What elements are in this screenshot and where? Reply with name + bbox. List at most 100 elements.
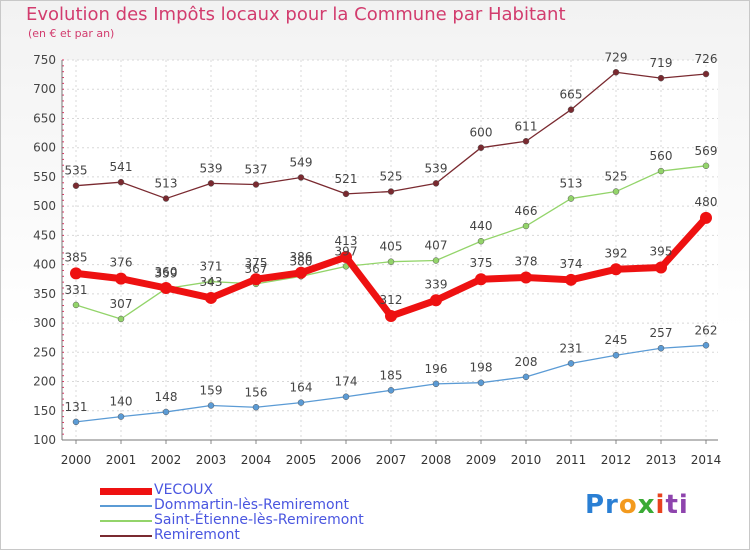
data-label-vecoux: 360 bbox=[155, 265, 178, 279]
point-vecoux bbox=[160, 282, 172, 294]
point-dommartin-l-s-remiremont bbox=[522, 373, 530, 381]
data-label-dommartin-l-s-remiremont: 185 bbox=[380, 368, 403, 382]
point-remiremont bbox=[207, 180, 215, 187]
legend-label: Remiremont bbox=[154, 527, 240, 543]
y-tick-label: 350 bbox=[33, 287, 56, 301]
point-dommartin-l-s-remiremont bbox=[567, 360, 575, 367]
data-label-saint-tienne-l-s-remiremont: 513 bbox=[560, 177, 583, 191]
data-label-remiremont: 513 bbox=[155, 177, 178, 191]
x-tick-label: 2005 bbox=[286, 453, 317, 467]
data-label-vecoux: 312 bbox=[380, 293, 403, 307]
data-label-remiremont: 521 bbox=[335, 172, 358, 186]
data-label-vecoux: 386 bbox=[290, 250, 313, 264]
y-tick-label: 500 bbox=[33, 199, 56, 213]
legend-swatch bbox=[100, 487, 152, 495]
point-vecoux bbox=[250, 273, 262, 286]
point-remiremont bbox=[477, 144, 485, 151]
x-tick-label: 2009 bbox=[466, 453, 497, 467]
x-tick-label: 2007 bbox=[376, 453, 407, 467]
point-vecoux bbox=[565, 273, 577, 286]
data-label-saint-tienne-l-s-remiremont: 371 bbox=[200, 260, 223, 274]
data-label-vecoux: 376 bbox=[110, 256, 133, 270]
data-label-saint-tienne-l-s-remiremont: 367 bbox=[245, 262, 268, 276]
y-tick-label: 600 bbox=[33, 141, 56, 155]
data-label-dommartin-l-s-remiremont: 231 bbox=[560, 341, 583, 355]
data-label-vecoux: 378 bbox=[515, 254, 538, 268]
data-label-saint-tienne-l-s-remiremont: 569 bbox=[695, 144, 718, 158]
data-label-saint-tienne-l-s-remiremont: 380 bbox=[290, 254, 313, 268]
point-saint-tienne-l-s-remiremont bbox=[567, 195, 575, 202]
point-vecoux bbox=[340, 251, 352, 264]
x-tick-label: 2013 bbox=[646, 453, 677, 467]
legend-label: Dommartin-lès-Remiremont bbox=[154, 497, 349, 513]
point-saint-tienne-l-s-remiremont bbox=[477, 237, 485, 245]
plot-area bbox=[62, 60, 718, 440]
x-tick-label: 2004 bbox=[241, 453, 272, 467]
point-vecoux bbox=[115, 272, 127, 285]
data-label-remiremont: 726 bbox=[695, 52, 718, 66]
logo-letter: i bbox=[655, 490, 666, 520]
point-dommartin-l-s-remiremont bbox=[612, 351, 620, 359]
point-saint-tienne-l-s-remiremont bbox=[207, 278, 215, 285]
data-label-dommartin-l-s-remiremont: 140 bbox=[110, 395, 133, 409]
data-label-dommartin-l-s-remiremont: 262 bbox=[695, 323, 718, 337]
data-label-dommartin-l-s-remiremont: 198 bbox=[470, 361, 493, 375]
x-tick-label: 2010 bbox=[511, 453, 542, 467]
y-tick-label: 650 bbox=[33, 111, 56, 125]
logo-letter: ti bbox=[665, 490, 689, 520]
point-saint-tienne-l-s-remiremont bbox=[387, 258, 395, 265]
y-tick-label: 550 bbox=[33, 170, 56, 184]
data-label-dommartin-l-s-remiremont: 148 bbox=[155, 390, 178, 404]
x-tick-label: 2002 bbox=[151, 453, 182, 467]
data-label-saint-tienne-l-s-remiremont: 466 bbox=[515, 204, 538, 218]
data-label-dommartin-l-s-remiremont: 196 bbox=[425, 362, 448, 376]
point-saint-tienne-l-s-remiremont bbox=[522, 222, 530, 230]
data-label-dommartin-l-s-remiremont: 174 bbox=[335, 375, 358, 389]
point-dommartin-l-s-remiremont bbox=[72, 418, 80, 426]
data-label-saint-tienne-l-s-remiremont: 525 bbox=[605, 170, 628, 184]
x-tick-label: 2006 bbox=[331, 453, 362, 467]
point-saint-tienne-l-s-remiremont bbox=[432, 257, 440, 264]
logo-letter: Pr bbox=[585, 490, 619, 520]
data-label-vecoux: 375 bbox=[470, 256, 493, 270]
data-label-dommartin-l-s-remiremont: 164 bbox=[290, 381, 313, 395]
data-label-remiremont: 729 bbox=[605, 50, 628, 64]
point-vecoux bbox=[475, 273, 487, 286]
point-saint-tienne-l-s-remiremont bbox=[72, 301, 80, 309]
legend-swatch bbox=[100, 520, 152, 522]
data-label-saint-tienne-l-s-remiremont: 307 bbox=[110, 297, 133, 311]
y-tick-label: 750 bbox=[33, 53, 56, 67]
data-label-dommartin-l-s-remiremont: 131 bbox=[65, 400, 88, 414]
data-label-remiremont: 665 bbox=[560, 88, 583, 102]
legend-label: VECOUX bbox=[154, 482, 214, 498]
point-vecoux bbox=[295, 266, 307, 279]
data-label-saint-tienne-l-s-remiremont: 331 bbox=[65, 283, 88, 297]
legend-swatch bbox=[100, 505, 152, 507]
y-tick-label: 300 bbox=[33, 316, 56, 330]
data-label-saint-tienne-l-s-remiremont: 560 bbox=[650, 149, 673, 163]
point-dommartin-l-s-remiremont bbox=[387, 387, 395, 394]
data-label-vecoux: 385 bbox=[65, 250, 88, 264]
point-remiremont bbox=[567, 106, 575, 113]
data-label-dommartin-l-s-remiremont: 156 bbox=[245, 385, 268, 399]
x-tick-label: 2000 bbox=[61, 453, 92, 467]
point-vecoux bbox=[385, 310, 397, 323]
data-label-dommartin-l-s-remiremont: 208 bbox=[515, 355, 538, 369]
data-label-vecoux: 374 bbox=[560, 257, 583, 271]
data-label-vecoux: 375 bbox=[245, 256, 268, 270]
point-vecoux bbox=[610, 263, 622, 276]
point-dommartin-l-s-remiremont bbox=[117, 413, 125, 420]
data-label-remiremont: 600 bbox=[470, 126, 493, 140]
point-vecoux bbox=[205, 291, 217, 304]
point-dommartin-l-s-remiremont bbox=[297, 399, 305, 406]
data-label-vecoux: 395 bbox=[650, 245, 673, 259]
y-tick-label: 450 bbox=[33, 228, 56, 242]
data-label-remiremont: 541 bbox=[110, 160, 133, 174]
data-label-remiremont: 611 bbox=[515, 119, 538, 133]
point-remiremont bbox=[612, 69, 620, 76]
proxiti-logo: Proxiti bbox=[585, 490, 689, 520]
data-label-saint-tienne-l-s-remiremont: 359 bbox=[155, 267, 178, 281]
data-label-dommartin-l-s-remiremont: 245 bbox=[605, 333, 628, 347]
point-dommartin-l-s-remiremont bbox=[477, 379, 485, 386]
